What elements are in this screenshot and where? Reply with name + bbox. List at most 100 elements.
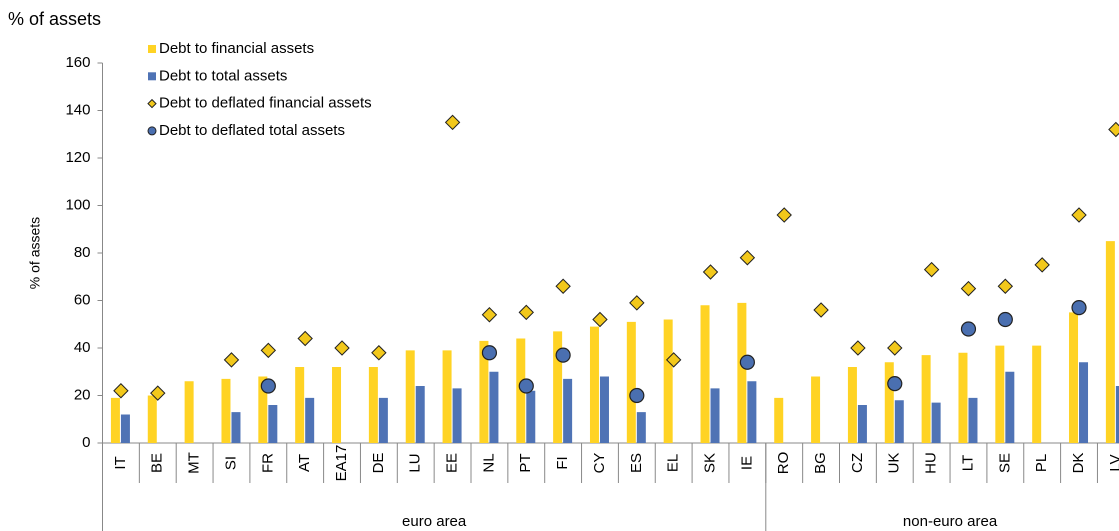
legend-label: Debt to deflated total assets	[159, 122, 345, 139]
legend-key	[148, 72, 156, 81]
y-tick-label: 20	[74, 386, 91, 403]
x-tick-label: IE	[738, 456, 755, 470]
x-tick-label: MT	[186, 452, 203, 474]
circle-marker	[997, 311, 1013, 328]
x-tick-label: SI	[222, 456, 239, 470]
diamond-marker	[371, 345, 387, 361]
bar	[1069, 312, 1079, 443]
bar	[1079, 362, 1089, 443]
diamond-marker	[850, 340, 866, 356]
group-label: euro area	[402, 513, 467, 530]
circle-marker	[260, 378, 276, 394]
diamond-marker	[481, 307, 498, 323]
diamond-marker	[444, 114, 461, 131]
x-tick-label: IT	[112, 456, 129, 469]
x-tick-label: EL	[665, 454, 682, 472]
y-tick-label: 160	[65, 54, 90, 71]
bar	[120, 414, 130, 443]
diamond-marker	[592, 311, 608, 328]
diamond-marker	[518, 304, 534, 321]
diamond-marker	[113, 383, 129, 399]
diamond-marker	[1071, 207, 1087, 223]
bar	[295, 367, 305, 443]
x-tick-label: NL	[480, 453, 497, 472]
bar	[894, 400, 904, 443]
x-tick-label: SK	[701, 453, 718, 473]
bar	[368, 367, 378, 443]
y-tick-label: 60	[74, 291, 91, 308]
x-tick-label: HU	[923, 452, 940, 474]
legend-key	[147, 98, 157, 109]
bar	[110, 397, 120, 443]
diamond-marker	[960, 280, 977, 297]
bar	[1115, 386, 1119, 443]
x-tick-label: BE	[149, 453, 166, 473]
y-tick-label: 0	[82, 434, 90, 451]
bar	[774, 397, 784, 443]
diamond-marker	[923, 261, 940, 278]
bar	[847, 367, 857, 443]
bar	[231, 412, 241, 443]
circle-marker	[518, 378, 534, 394]
legend-key	[147, 126, 157, 136]
y-tick-label: 100	[65, 196, 90, 213]
bar	[811, 376, 821, 443]
circle-marker	[960, 321, 977, 337]
circle-marker	[739, 354, 755, 370]
bar	[747, 381, 757, 443]
bar	[958, 352, 968, 443]
bar	[415, 386, 425, 443]
x-tick-label: LT	[959, 455, 976, 471]
bar	[636, 412, 646, 443]
bar	[147, 395, 157, 443]
diamond-marker	[1108, 121, 1119, 138]
legend-label: Debt to deflated financial assets	[159, 95, 372, 112]
x-tick-label: PL	[1033, 454, 1050, 472]
diamond-marker	[739, 250, 756, 266]
bar	[710, 388, 720, 443]
diamond-marker	[665, 352, 682, 368]
x-tick-label: LV	[1107, 454, 1119, 471]
bar	[378, 397, 388, 443]
x-tick-label: DE	[370, 453, 387, 474]
group-label: non-euro area	[903, 513, 998, 530]
bar	[221, 378, 231, 443]
bar	[526, 390, 536, 443]
diamond-marker	[629, 295, 645, 311]
bar	[968, 397, 978, 443]
chart-title: % of assets	[8, 9, 101, 29]
bar	[305, 397, 315, 443]
diamond-marker	[223, 352, 240, 368]
bar	[1032, 345, 1042, 443]
x-tick-label: BG	[812, 452, 829, 474]
diamond-marker	[297, 330, 313, 347]
bar	[857, 405, 867, 443]
x-tick-label: CZ	[849, 453, 866, 473]
bar	[626, 321, 636, 443]
y-tick-label: 40	[74, 339, 91, 356]
bar	[1105, 241, 1115, 443]
circle-marker	[1071, 300, 1087, 316]
x-tick-label: FI	[554, 456, 571, 469]
x-tick-label: PT	[517, 453, 534, 472]
x-tick-label: UK	[886, 453, 903, 474]
bar	[599, 376, 609, 443]
x-tick-label: SE	[996, 453, 1013, 473]
bar	[553, 331, 563, 443]
circle-marker	[555, 347, 571, 363]
bar	[931, 402, 941, 443]
diamond-marker	[702, 264, 719, 280]
bar	[452, 388, 462, 443]
diamond-marker	[334, 340, 350, 356]
x-tick-label: CY	[591, 453, 608, 474]
diamond-marker	[776, 207, 792, 223]
diamond-marker	[887, 340, 903, 356]
x-tick-label: AT	[296, 454, 313, 472]
x-tick-label: ES	[628, 453, 645, 473]
legend-label: Debt to total assets	[159, 67, 287, 84]
y-tick-label: 140	[65, 101, 90, 118]
bar	[1005, 371, 1015, 443]
bar	[442, 350, 452, 443]
bar	[479, 340, 489, 443]
